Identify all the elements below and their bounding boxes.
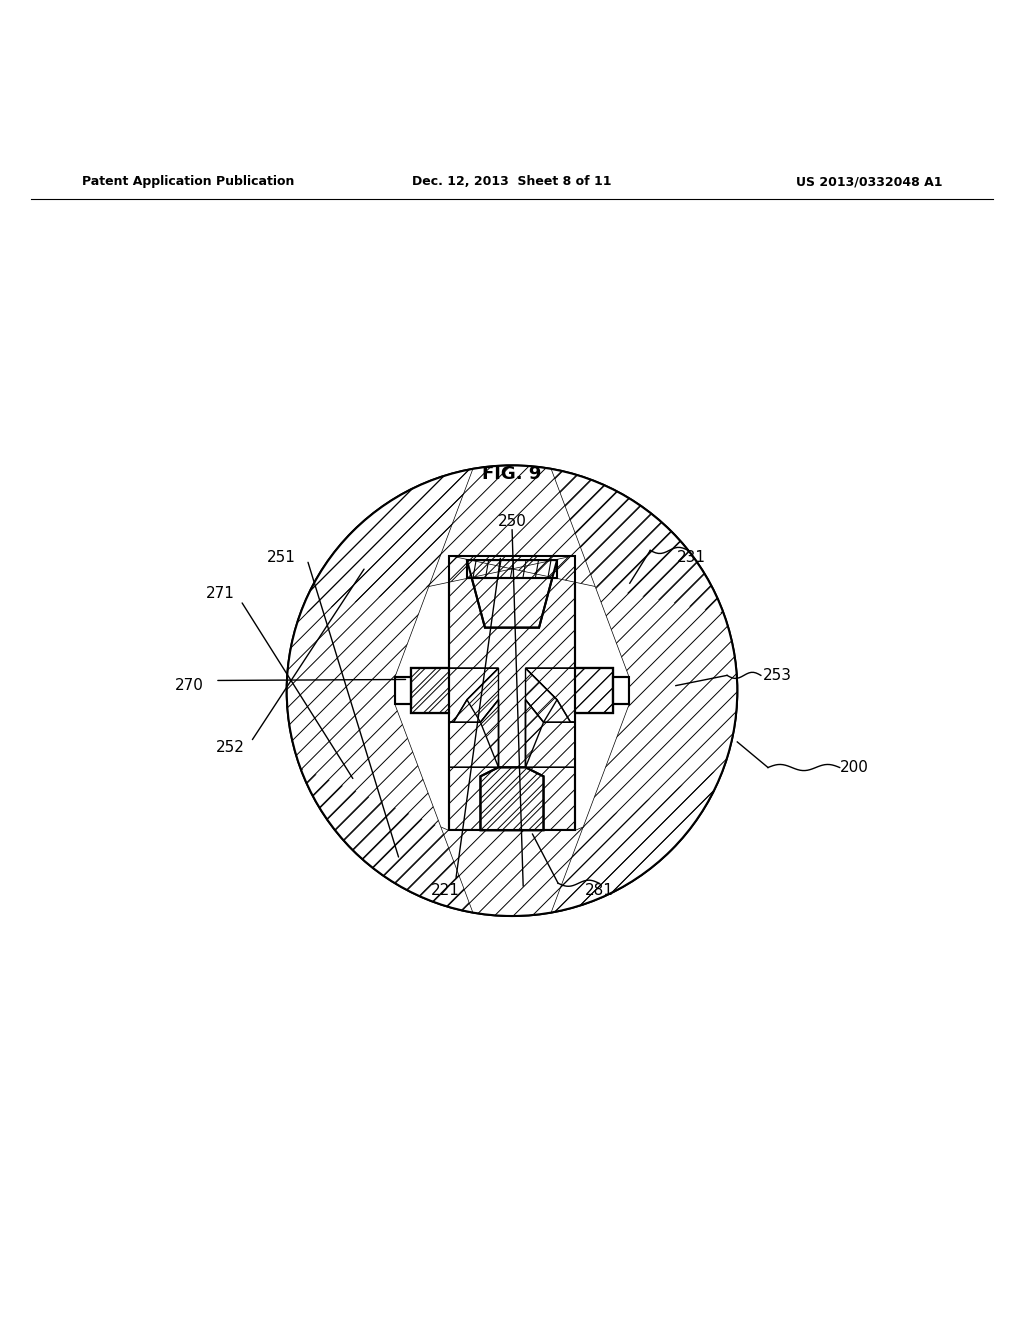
Polygon shape <box>480 700 499 767</box>
Polygon shape <box>449 700 499 767</box>
Polygon shape <box>480 767 544 830</box>
Polygon shape <box>467 668 499 722</box>
Polygon shape <box>300 768 724 916</box>
Text: 251: 251 <box>267 550 296 565</box>
Text: 271: 271 <box>206 586 234 601</box>
Text: 281: 281 <box>585 883 613 898</box>
Polygon shape <box>467 560 557 578</box>
Text: 253: 253 <box>763 668 792 682</box>
Polygon shape <box>411 668 449 713</box>
Polygon shape <box>525 700 575 767</box>
Polygon shape <box>449 668 499 722</box>
Polygon shape <box>551 469 737 912</box>
Polygon shape <box>411 556 613 830</box>
Text: 252: 252 <box>216 739 245 755</box>
Text: 270: 270 <box>175 678 204 693</box>
Polygon shape <box>480 767 544 830</box>
Polygon shape <box>575 668 613 713</box>
Polygon shape <box>613 677 629 705</box>
Polygon shape <box>525 700 544 767</box>
Polygon shape <box>300 768 724 916</box>
Text: 221: 221 <box>431 883 460 898</box>
Polygon shape <box>525 668 575 722</box>
Polygon shape <box>467 560 557 578</box>
Text: 200: 200 <box>840 760 868 775</box>
Text: Patent Application Publication: Patent Application Publication <box>82 176 294 189</box>
Text: 231: 231 <box>677 550 706 565</box>
Polygon shape <box>287 469 473 912</box>
Polygon shape <box>551 469 737 912</box>
Text: US 2013/0332048 A1: US 2013/0332048 A1 <box>796 176 942 189</box>
Text: 250: 250 <box>498 515 526 529</box>
Polygon shape <box>467 668 499 722</box>
Polygon shape <box>300 466 724 614</box>
Polygon shape <box>480 700 499 767</box>
Polygon shape <box>525 668 557 722</box>
Polygon shape <box>411 668 449 713</box>
Text: Dec. 12, 2013  Sheet 8 of 11: Dec. 12, 2013 Sheet 8 of 11 <box>413 176 611 189</box>
Text: FIG. 9: FIG. 9 <box>482 465 542 483</box>
Polygon shape <box>575 668 613 713</box>
Polygon shape <box>395 677 411 705</box>
Polygon shape <box>525 700 544 767</box>
Polygon shape <box>300 466 724 614</box>
Polygon shape <box>411 556 613 830</box>
Polygon shape <box>525 668 557 722</box>
Polygon shape <box>287 469 473 912</box>
Polygon shape <box>467 560 557 627</box>
